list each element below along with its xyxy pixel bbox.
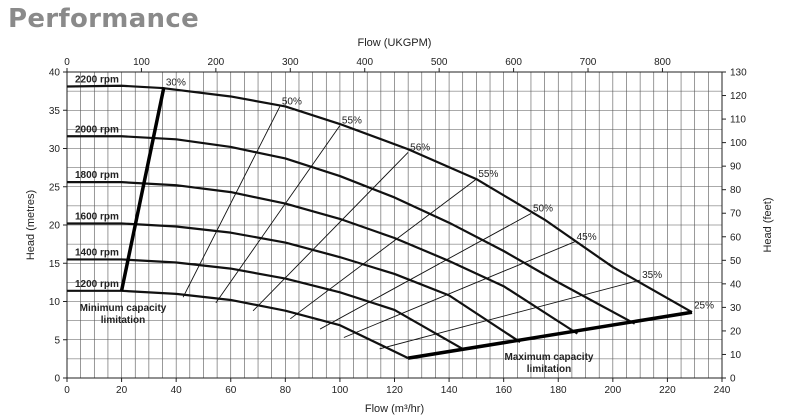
x2-tick-label: 300 [282, 57, 299, 68]
x-tick-label: 160 [495, 385, 512, 396]
y2-tick-label: 10 [730, 350, 742, 361]
x-tick-label: 140 [441, 385, 458, 396]
x-tick-label: 0 [64, 385, 70, 396]
y2-tick-label: 120 [730, 91, 747, 102]
pump-curve-line [67, 135, 636, 325]
rpm-label: 1400 rpm [75, 247, 119, 258]
x2-axis-title: Flow (UKGPM) [358, 37, 432, 49]
efficiency-line [252, 152, 409, 312]
chart-labels: 2200 rpm 2000 rpm 1800 rpm 1600 rpm 1400 rpm… [75, 75, 714, 375]
efficiency-label: 35% [642, 270, 662, 281]
y-tick-label: 30 [49, 144, 61, 155]
x2-tick-label: 200 [208, 57, 225, 68]
efficiency-label: 50% [533, 204, 553, 215]
efficiency-line [379, 279, 641, 350]
x-tick-label: 20 [116, 385, 128, 396]
y2-tick-label: 110 [730, 115, 746, 126]
y-tick-label: 25 [49, 182, 61, 193]
y2-tick-label: 50 [730, 256, 742, 267]
minimum-capacity-label: Minimum capacity [80, 303, 167, 314]
x-axis-title: Flow (m³/hr) [365, 403, 424, 415]
y2-tick-label: 90 [730, 162, 742, 173]
x2-tick-label: 600 [505, 57, 522, 68]
x2-tick-label: 0 [64, 57, 70, 68]
pump-curve-line [67, 222, 521, 343]
x2-tick-label: 100 [133, 57, 150, 68]
x2-tick-label: 800 [654, 57, 671, 68]
rpm-label: 1800 rpm [75, 170, 119, 181]
pump-curves [66, 84, 693, 360]
x-tick-label: 40 [171, 385, 183, 396]
minimum-capacity-label-2: limitation [101, 315, 145, 326]
pump-curve-line [67, 181, 578, 335]
y2-tick-label: 100 [730, 138, 747, 149]
y-tick-label: 5 [54, 335, 60, 346]
y2-tick-label: 70 [730, 209, 742, 220]
x-tick-label: 60 [225, 385, 237, 396]
x2-tick-label: 700 [580, 57, 597, 68]
efficiency-line [290, 178, 477, 320]
efficiency-label: 56% [410, 142, 430, 153]
rpm-label: 2000 rpm [75, 124, 119, 135]
efficiency-label: 55% [478, 169, 498, 180]
y-tick-label: 0 [54, 374, 60, 385]
efficiency-label: 50% [282, 96, 302, 107]
efficiency-label: 45% [577, 232, 597, 243]
rpm-label: 1600 rpm [75, 211, 119, 222]
y2-tick-label: 0 [730, 374, 736, 385]
y2-tick-label: 20 [730, 326, 742, 337]
y2-tick-label: 60 [730, 232, 742, 243]
capacity-limits [119, 86, 693, 360]
x-tick-label: 220 [659, 385, 676, 396]
efficiency-line [343, 241, 575, 338]
x2-tick-label: 400 [356, 57, 373, 68]
efficiency-label: 55% [342, 116, 362, 127]
x-tick-label: 240 [714, 385, 731, 396]
efficiency-label: 25% [694, 301, 714, 312]
maximum-capacity-label: Maximum capacity [505, 352, 594, 363]
x-tick-label: 80 [280, 385, 292, 396]
y-tick-label: 20 [49, 221, 61, 232]
x-tick-label: 180 [550, 385, 567, 396]
y-tick-label: 15 [49, 259, 61, 270]
x-tick-label: 200 [604, 385, 621, 396]
y-tick-label: 40 [49, 68, 61, 79]
pump-curve-line [66, 84, 693, 314]
efficiency-line [319, 213, 532, 330]
rpm-label: 1200 rpm [75, 279, 119, 290]
x-tick-label: 100 [332, 385, 349, 396]
y-tick-label: 35 [49, 106, 61, 117]
pump-curve-line [67, 258, 464, 350]
efficiency-label: 30% [166, 77, 186, 88]
x2-tick-label: 500 [431, 57, 448, 68]
y-tick-label: 10 [49, 297, 61, 308]
y2-axis-title: Head (feet) [762, 197, 774, 252]
page-title: Performance [8, 4, 200, 34]
maximum-capacity-line [407, 310, 693, 360]
y2-tick-label: 80 [730, 185, 742, 196]
y-axis-title: Head (metres) [25, 190, 37, 260]
y2-tick-label: 30 [730, 303, 742, 314]
x-tick-label: 120 [386, 385, 403, 396]
y2-tick-label: 40 [730, 279, 742, 290]
minimum-capacity-line [119, 86, 166, 292]
pump-curve-line [67, 289, 409, 360]
rpm-label: 2200 rpm [75, 75, 119, 86]
grid [67, 72, 722, 378]
maximum-capacity-label-2: limitation [527, 364, 571, 375]
efficiency-line [215, 125, 341, 304]
y2-tick-label: 130 [730, 68, 747, 79]
